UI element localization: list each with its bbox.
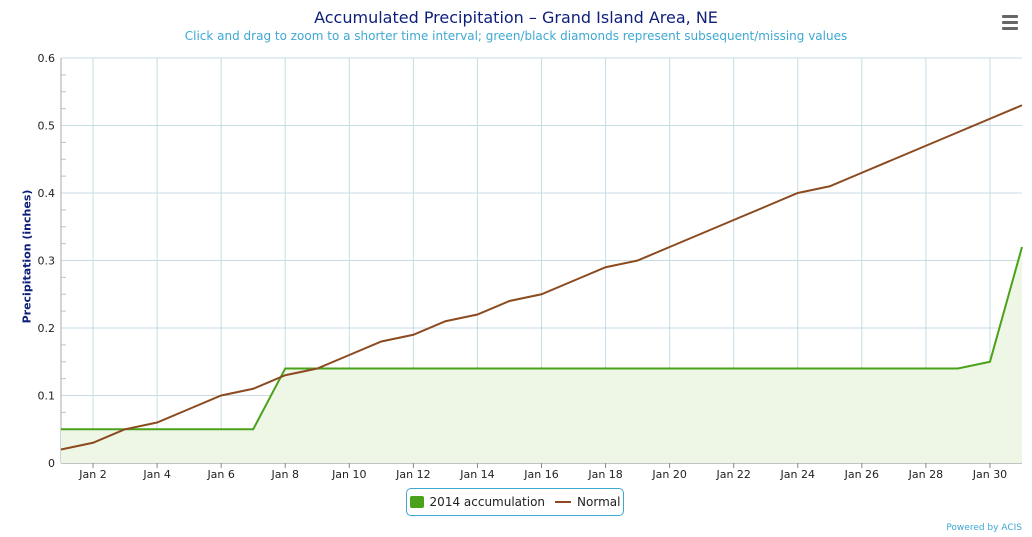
y-tick-label: 0.6 (38, 52, 56, 65)
hamburger-menu-icon[interactable] (1000, 13, 1020, 31)
chart-subtitle: Click and drag to zoom to a shorter time… (184, 29, 848, 43)
chart-title: Accumulated Precipitation – Grand Island… (314, 8, 718, 27)
x-tick-label: Jan 8 (271, 468, 299, 481)
x-tick-label: Jan 10 (331, 468, 366, 481)
x-tick-label: Jan 28 (908, 468, 943, 481)
accumulation-swatch-icon (409, 496, 424, 508)
chart-legend: 2014 accumulation Normal (406, 488, 624, 516)
y-tick-label: 0.4 (38, 187, 56, 200)
x-tick-label: Jan 6 (206, 468, 234, 481)
x-tick-label: Jan 12 (395, 468, 430, 481)
x-tick-label: Jan 16 (523, 468, 558, 481)
credits-link[interactable]: Powered by ACIS (946, 523, 1022, 533)
accumulation-area (61, 247, 1022, 463)
x-tick-label: Jan 4 (142, 468, 170, 481)
x-tick-label: Jan 14 (459, 468, 494, 481)
x-tick-label: Jan 26 (844, 468, 879, 481)
x-tick-label: Jan 30 (972, 468, 1007, 481)
x-tick-label: Jan 24 (780, 468, 815, 481)
y-axis-label: Precipitation (inches) (20, 189, 34, 324)
x-tick-label: Jan 22 (715, 468, 750, 481)
normal-series-line (60, 104, 1023, 451)
y-tick-label: 0 (48, 457, 55, 470)
accumulation-series-line (61, 246, 1023, 431)
legend-accumulation-label: 2014 accumulation (429, 495, 546, 509)
legend-item-accumulation[interactable]: 2014 accumulation (409, 495, 546, 509)
x-tick-label: Jan 20 (651, 468, 686, 481)
x-tick-label: Jan 18 (587, 468, 622, 481)
y-tick-label: 0.2 (38, 322, 56, 335)
y-tick-label: 0.3 (38, 255, 56, 268)
y-tick-label: 0.1 (38, 390, 56, 403)
y-tick-label: 0.5 (38, 120, 56, 133)
x-tick-label: Jan 2 (78, 468, 106, 481)
normal-line-swatch-icon (555, 501, 572, 503)
legend-item-normal[interactable]: Normal (555, 495, 620, 509)
legend-normal-label: Normal (577, 495, 621, 509)
